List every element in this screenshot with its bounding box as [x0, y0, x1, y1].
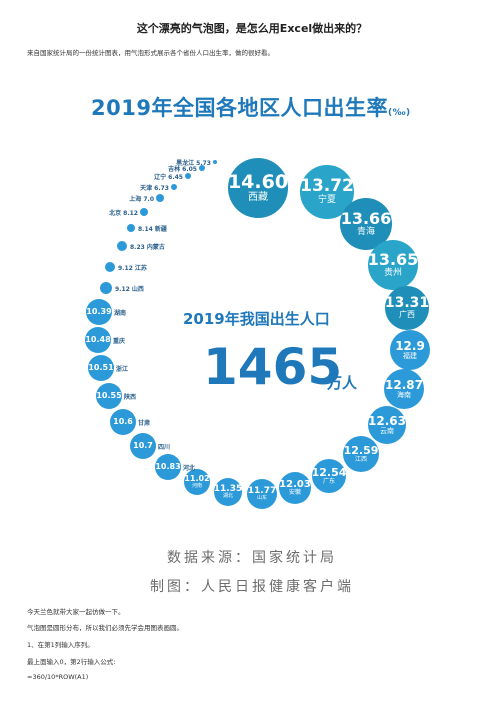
bubble-province: 江西 — [354, 455, 367, 463]
province-dot — [140, 208, 148, 216]
infographic-title-unit: (‰) — [387, 108, 411, 118]
province-dot-label: 上海 7.0 — [129, 196, 154, 203]
province-bubble: 12.87 海南 — [384, 369, 424, 409]
bubble-value: 11.77 — [247, 485, 277, 496]
bubble-value: 12.9 — [395, 339, 425, 354]
bubble-province-label: 甘肃 — [138, 420, 151, 427]
bubble-province: 海南 — [397, 390, 411, 399]
bubble-value: 10.51 — [88, 362, 114, 372]
province-dot — [185, 173, 191, 179]
province-dot — [199, 165, 205, 171]
province-dot-label: 吉林 6.05 — [168, 166, 197, 173]
province-dot — [127, 224, 135, 232]
bubble-value: 13.66 — [340, 208, 392, 228]
bubble-province: 安徽 — [288, 489, 301, 497]
source-line: 数据来源：国家统计局 — [167, 550, 337, 566]
center-unit: 万人 — [327, 374, 358, 392]
bubble-province-label: 陕西 — [124, 394, 137, 401]
bubble-province: 湖北 — [222, 493, 233, 500]
bubble-value: 12.63 — [368, 414, 406, 429]
bubble-value: 10.55 — [96, 390, 122, 400]
bubble-province-label: 湖南 — [114, 310, 127, 317]
province-bubble: 10.7 — [130, 433, 156, 459]
province-bubble: 10.51 — [88, 355, 114, 381]
province-bubble: 12.03 安徽 — [279, 472, 311, 504]
bubble-value: 10.39 — [86, 306, 112, 316]
province-dot-label: 北京 8.12 — [109, 210, 138, 217]
province-dot-label: 9.12 山西 — [115, 286, 144, 293]
bubble-province-label: 重庆 — [113, 338, 126, 345]
province-dot — [156, 194, 164, 202]
province-bubble: 10.83 — [155, 454, 181, 480]
body-paragraph-1: 今天兰色就带大家一起仿做一下。 — [27, 608, 125, 616]
bubble-province-label: 河北 — [183, 465, 196, 472]
bubble-value: 11.35 — [213, 483, 243, 494]
bubble-value: 13.31 — [384, 295, 430, 312]
body-paragraph-3: 1、在第1列输入序列。 — [27, 641, 94, 649]
province-dot-label: 辽宁 6.45 — [154, 174, 183, 181]
province-dot — [100, 282, 112, 294]
bubble-province: 广西 — [399, 310, 415, 320]
province-bubble: 11.77 山东 — [247, 479, 277, 509]
infographic-title: 2019年全国各地区人口出生率(‰) — [91, 92, 411, 122]
bubble-province: 宁夏 — [317, 195, 336, 206]
bubble-value: 11.02 — [184, 474, 210, 484]
article-title: 这个漂亮的气泡图，是怎么用Excel做出来的？ — [136, 22, 368, 35]
article-intro: 来自国家统计局的一份统计图表，用气泡形式展示各个省份人口出生率，做的很好看。 — [27, 49, 274, 57]
province-bubble: 14.60 西藏 — [228, 158, 288, 218]
bubble-province-label: 浙江 — [116, 366, 129, 373]
province-bubble: 12.59 江西 — [343, 436, 379, 472]
province-bubble: 13.31 广西 — [385, 286, 429, 330]
bubble-province: 山东 — [256, 495, 267, 502]
bubble-province: 广东 — [322, 477, 335, 485]
province-dot — [117, 241, 127, 251]
center-number: 1465 — [203, 338, 343, 396]
bubble-value: 10.83 — [155, 461, 181, 471]
bubble-value: 13.65 — [367, 249, 419, 269]
body-paragraph-4: 最上面输入0，第2行输入公式: — [27, 658, 116, 666]
province-dot-label: 黑龙江 5.73 — [176, 160, 211, 167]
bubble-value: 12.54 — [311, 466, 347, 480]
infographic-title-text: 2019年全国各地区人口出生率 — [91, 96, 388, 120]
infographic: 2019年全国各地区人口出生率(‰) 2019年我国出生人口 1465 万人 1… — [65, 80, 463, 530]
bubble-province-label: 四川 — [158, 444, 171, 451]
province-dot-label: 天津 6.73 — [140, 185, 169, 192]
bubble-province: 福建 — [403, 351, 417, 360]
province-bubble: 12.54 广东 — [312, 459, 346, 493]
bubble-province: 青海 — [356, 226, 375, 237]
center-title: 2019年我国出生人口 — [183, 310, 330, 328]
credit-line: 制图：人民日报健康客户端 — [150, 579, 354, 595]
province-bubble: 11.35 湖北 — [214, 478, 242, 506]
bubble-value: 12.03 — [279, 478, 311, 490]
bubble-province: 贵州 — [383, 267, 402, 278]
province-dot — [171, 184, 177, 190]
province-dot-label: 8.23 内蒙古 — [130, 244, 165, 251]
bubble-value: 10.48 — [85, 334, 111, 344]
province-dot-label: 9.12 江苏 — [118, 265, 147, 272]
province-bubble: 10.39 — [86, 299, 112, 325]
bubble-value: 10.7 — [133, 440, 153, 450]
province-bubble: 10.48 — [85, 327, 111, 353]
province-bubble: 12.63 云南 — [368, 406, 406, 444]
province-bubble: 10.6 — [110, 409, 136, 435]
bubble-province: 云南 — [380, 426, 394, 435]
bubble-province: 河南 — [191, 482, 202, 489]
bubble-value: 14.60 — [227, 170, 289, 193]
bubble-value: 12.59 — [343, 444, 379, 458]
body-paragraph-2: 气泡图是圆形分布，所以我们必须先学会用图表画圆。 — [27, 624, 183, 632]
bubble-value: 12.87 — [385, 378, 423, 393]
province-bubble: 11.02 河南 — [184, 469, 210, 495]
body-paragraph-5: =360/10*ROW(A1) — [27, 673, 89, 681]
province-dot — [105, 262, 115, 272]
bubble-value: 13.72 — [300, 176, 354, 197]
province-dot-label: 8.14 新疆 — [138, 226, 167, 233]
province-bubble: 10.55 — [96, 383, 122, 409]
province-bubble: 13.65 贵州 — [368, 240, 418, 290]
province-dot — [213, 160, 217, 164]
province-bubble: 12.9 福建 — [390, 330, 430, 370]
bubble-province: 西藏 — [248, 191, 268, 203]
bubble-value: 10.6 — [113, 416, 133, 426]
